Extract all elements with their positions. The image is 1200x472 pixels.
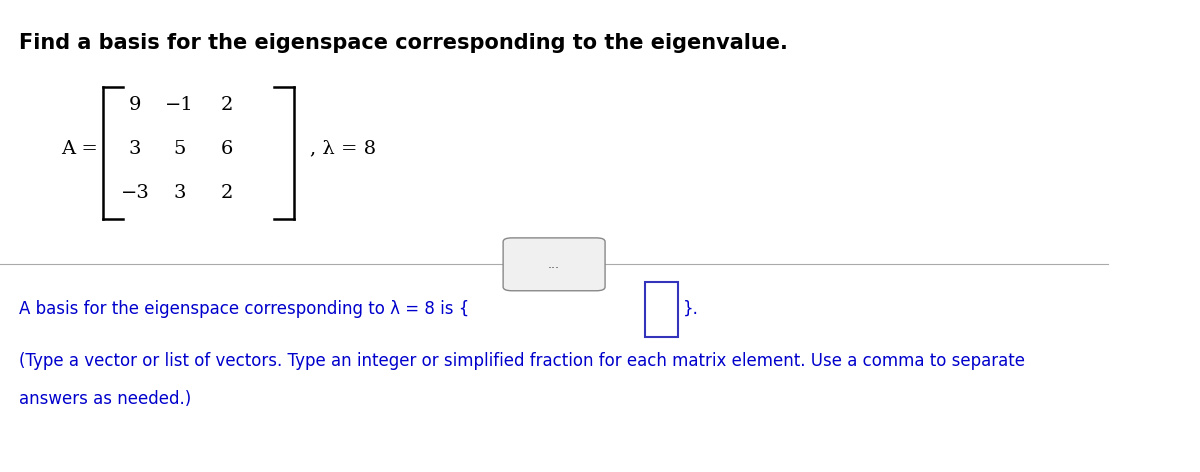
Text: }.: }. [683, 300, 698, 318]
Text: , λ = 8: , λ = 8 [311, 140, 377, 158]
Text: A basis for the eigenspace corresponding to λ = 8 is {: A basis for the eigenspace corresponding… [19, 300, 469, 318]
Text: 6: 6 [221, 140, 233, 158]
Text: 2: 2 [221, 96, 233, 114]
FancyBboxPatch shape [644, 282, 678, 337]
Text: ...: ... [548, 258, 560, 271]
Text: 5: 5 [173, 140, 186, 158]
Text: 3: 3 [173, 184, 186, 202]
Text: 2: 2 [221, 184, 233, 202]
FancyBboxPatch shape [503, 238, 605, 291]
Text: Find a basis for the eigenspace corresponding to the eigenvalue.: Find a basis for the eigenspace correspo… [19, 33, 787, 53]
Text: −1: −1 [166, 96, 194, 114]
Text: A =: A = [61, 140, 98, 158]
Text: answers as needed.): answers as needed.) [19, 390, 191, 408]
Text: (Type a vector or list of vectors. Type an integer or simplified fraction for ea: (Type a vector or list of vectors. Type … [19, 352, 1025, 370]
Text: 9: 9 [128, 96, 142, 114]
Text: −3: −3 [121, 184, 150, 202]
Text: 3: 3 [128, 140, 142, 158]
